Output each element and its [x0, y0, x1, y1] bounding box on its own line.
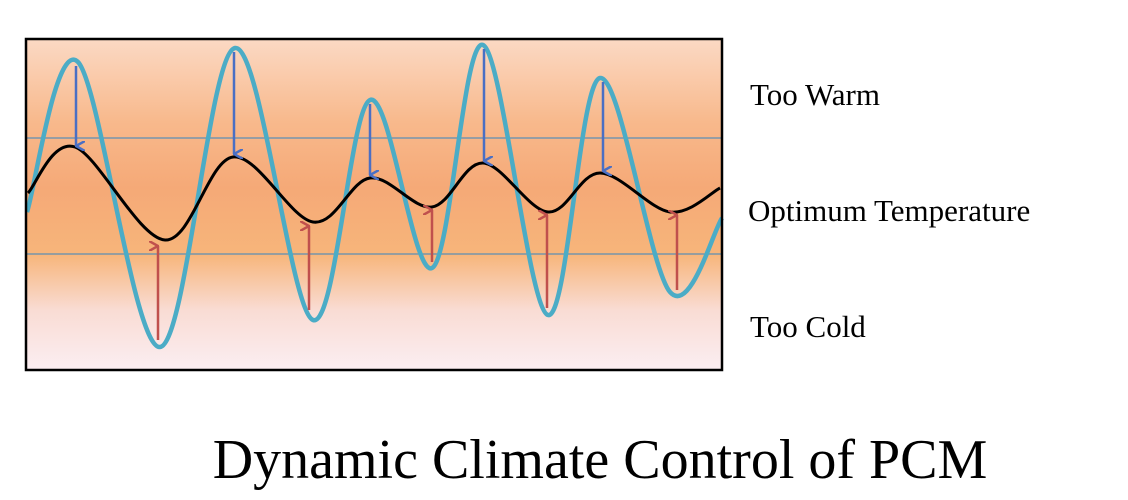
too-warm-label: Too Warm	[750, 77, 880, 112]
frame	[24, 37, 724, 372]
optimum-label: Optimum Temperature	[748, 193, 1030, 228]
too-cold-label: Too Cold	[750, 309, 866, 344]
heating-arrows	[158, 210, 679, 340]
cooling-arrows	[74, 49, 603, 175]
ambient-temperature-curve	[24, 42, 724, 350]
title: Dynamic Climate Control of PCM	[213, 429, 988, 491]
temperature-band	[26, 39, 722, 370]
